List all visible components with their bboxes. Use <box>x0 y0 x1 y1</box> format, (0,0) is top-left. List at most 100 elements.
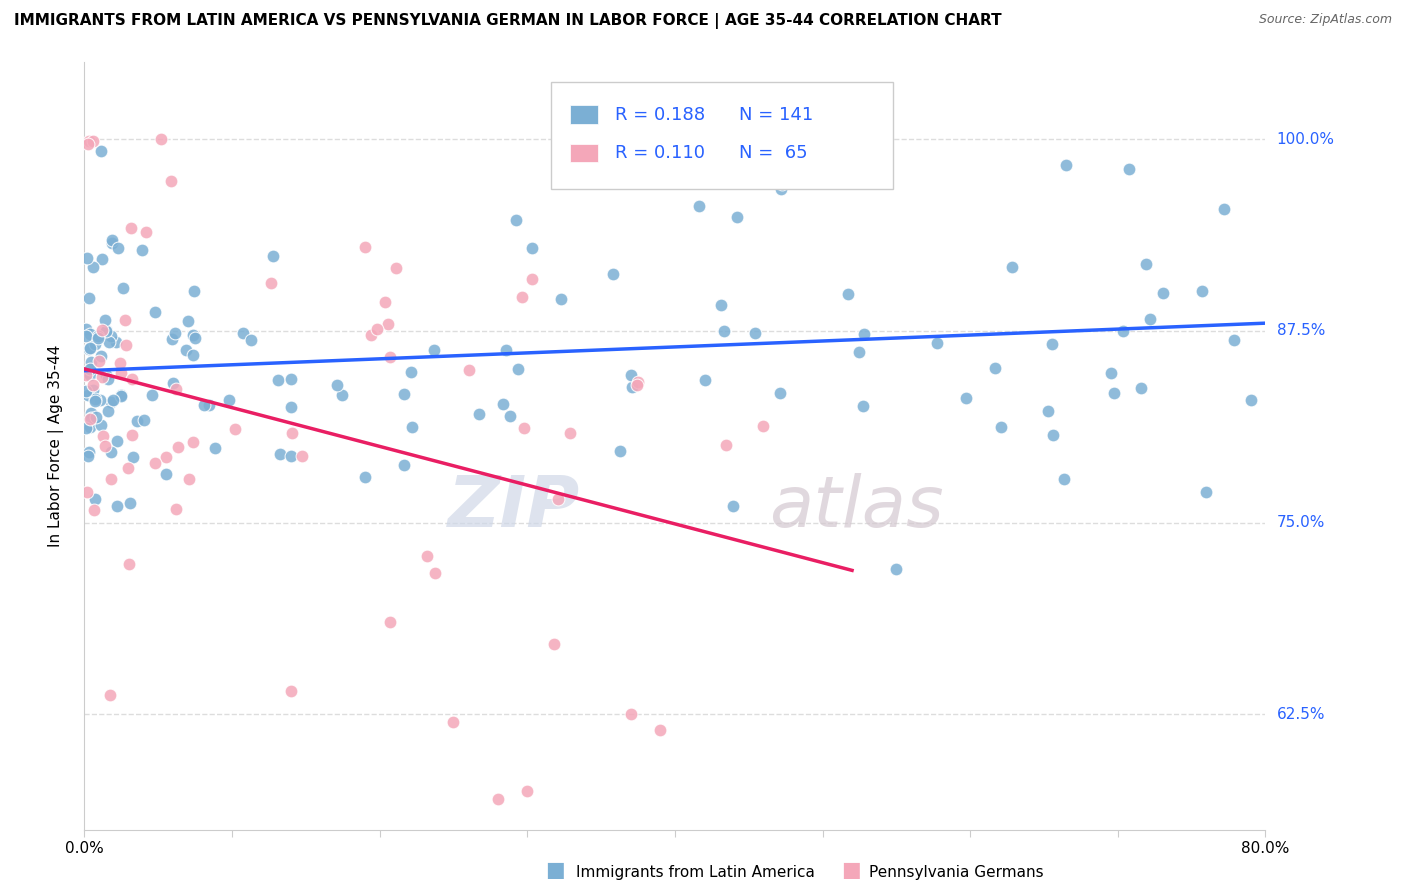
Point <box>1118 161 1140 176</box>
Point <box>165 501 187 516</box>
Point <box>79 445 101 459</box>
Y-axis label: In Labor Force | Age 35-44: In Labor Force | Age 35-44 <box>48 345 63 547</box>
Point <box>84 492 107 507</box>
Point <box>620 368 643 382</box>
Point <box>100 395 122 409</box>
Text: N = 141: N = 141 <box>738 105 813 124</box>
Point <box>721 500 744 514</box>
Point <box>505 212 527 227</box>
Point <box>163 326 186 341</box>
Point <box>218 392 240 407</box>
Point <box>115 338 138 352</box>
Point <box>1129 381 1152 395</box>
Point <box>80 407 103 421</box>
Point <box>602 267 624 281</box>
Point <box>280 372 302 386</box>
Point <box>120 221 142 235</box>
Point <box>377 317 399 331</box>
Point <box>77 134 100 148</box>
Point <box>486 792 509 806</box>
Point <box>366 322 388 336</box>
Point <box>330 388 353 402</box>
Point <box>468 407 491 421</box>
Point <box>77 136 100 151</box>
Point <box>87 331 110 345</box>
Point <box>491 397 513 411</box>
Point <box>522 272 544 286</box>
Point <box>770 177 793 191</box>
Point <box>693 373 716 387</box>
Point <box>89 392 111 407</box>
Point <box>710 298 733 312</box>
Point <box>79 420 101 434</box>
Point <box>1099 366 1122 380</box>
Point <box>76 485 98 500</box>
Point <box>325 378 347 392</box>
Point <box>374 294 396 309</box>
Point <box>848 345 870 359</box>
Point <box>110 388 132 402</box>
Point <box>87 328 110 343</box>
Point <box>401 420 423 434</box>
Point <box>627 375 650 389</box>
Text: 87.5%: 87.5% <box>1277 324 1324 338</box>
Point <box>100 473 122 487</box>
Point <box>1040 336 1063 351</box>
Point <box>94 323 117 337</box>
Text: R = 0.188: R = 0.188 <box>614 105 704 124</box>
Point <box>280 449 302 463</box>
Point <box>143 304 166 318</box>
Point <box>160 174 183 188</box>
Point <box>110 366 132 380</box>
Point <box>725 210 748 224</box>
Point <box>853 326 876 341</box>
Point <box>127 414 149 428</box>
Point <box>160 332 183 346</box>
Point <box>177 472 200 486</box>
Point <box>852 400 875 414</box>
Point <box>626 378 648 392</box>
Point <box>752 418 775 433</box>
Point <box>162 376 184 390</box>
Point <box>108 356 131 370</box>
Point <box>107 241 129 255</box>
Point <box>135 225 157 239</box>
Point <box>105 434 128 448</box>
Point <box>360 328 382 343</box>
Point <box>90 144 112 158</box>
Point <box>121 372 143 386</box>
Point <box>744 326 766 340</box>
Point <box>198 398 221 412</box>
Point <box>239 333 262 347</box>
Point <box>1152 286 1174 301</box>
Point <box>75 322 97 336</box>
Point <box>83 394 105 409</box>
Point <box>183 331 205 345</box>
Point <box>1212 202 1234 216</box>
Point <box>1112 324 1135 338</box>
Point <box>543 637 565 651</box>
Point <box>280 401 302 415</box>
Point <box>79 412 101 426</box>
Point <box>510 290 533 304</box>
Point <box>262 249 284 263</box>
Point <box>650 723 672 737</box>
Point <box>103 392 125 407</box>
Point <box>75 329 97 343</box>
Point <box>155 450 177 465</box>
Text: 62.5%: 62.5% <box>1277 707 1324 722</box>
Point <box>97 372 120 386</box>
Point <box>558 426 581 441</box>
Point <box>93 313 115 327</box>
Point <box>769 182 792 196</box>
Point <box>79 291 101 305</box>
Point <box>416 549 439 564</box>
Point <box>423 566 446 580</box>
Point <box>83 503 105 517</box>
Point <box>516 784 538 798</box>
Point <box>789 165 811 179</box>
Point <box>269 447 291 461</box>
Point <box>176 343 198 358</box>
Point <box>90 323 112 337</box>
Point <box>520 241 543 255</box>
